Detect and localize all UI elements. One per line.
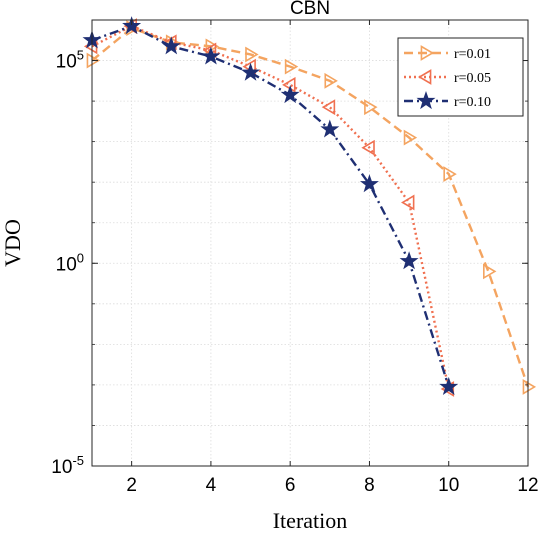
- series-line: [91, 24, 450, 388]
- legend-label: r=0.05: [454, 71, 491, 86]
- data-point: [443, 166, 457, 182]
- data-point: [86, 52, 101, 69]
- x-axis-ticks: 2 4 6 8 10 12: [126, 20, 539, 496]
- data-point: [280, 85, 300, 104]
- x-tick-label: 6: [285, 475, 296, 496]
- data-point: [483, 263, 497, 280]
- legend-marker: [420, 45, 435, 61]
- data-point: [401, 194, 415, 211]
- data-point: [241, 62, 261, 81]
- x-tick-label: 4: [206, 475, 217, 496]
- legend-marker: [416, 91, 436, 110]
- y-tick-label: 105: [56, 48, 84, 73]
- data-point: [321, 99, 336, 116]
- legend: r=0.01 r=0.05 r=0.10: [397, 37, 524, 117]
- data-point: [284, 58, 299, 75]
- x-tick-label: 12: [517, 475, 538, 496]
- legend-label: r=0.10: [454, 95, 491, 110]
- data-point: [361, 139, 375, 156]
- series-r=0.10: [82, 16, 459, 396]
- y-tick-label: 10-5: [51, 453, 84, 478]
- data-point: [439, 376, 459, 396]
- legend-marker: [417, 69, 432, 85]
- x-tick-label: 8: [364, 475, 375, 496]
- data-point: [403, 129, 418, 146]
- data-point: [364, 99, 378, 116]
- data-point: [522, 379, 537, 395]
- legend-label: r=0.01: [454, 47, 491, 62]
- plot-frame: [91, 19, 529, 467]
- data-point: [320, 119, 340, 138]
- data-point: [122, 16, 142, 35]
- series-line: [91, 24, 450, 390]
- x-axis-label: Iteration: [273, 508, 348, 533]
- data-point: [201, 46, 221, 65]
- data-point: [399, 251, 419, 270]
- data-point: [161, 36, 181, 55]
- data-point: [324, 72, 338, 89]
- x-tick-label: 10: [438, 475, 459, 496]
- series-layer: [82, 16, 537, 397]
- y-axis-ticks: 105 100 10-5: [51, 19, 528, 478]
- y-axis-label: VDO: [0, 219, 25, 267]
- data-point: [245, 46, 259, 63]
- data-point: [359, 174, 379, 193]
- y-tick-label: 100: [56, 250, 84, 275]
- chart-title: CBN: [290, 0, 330, 19]
- grid: [92, 20, 528, 466]
- x-tick-label: 2: [126, 475, 137, 496]
